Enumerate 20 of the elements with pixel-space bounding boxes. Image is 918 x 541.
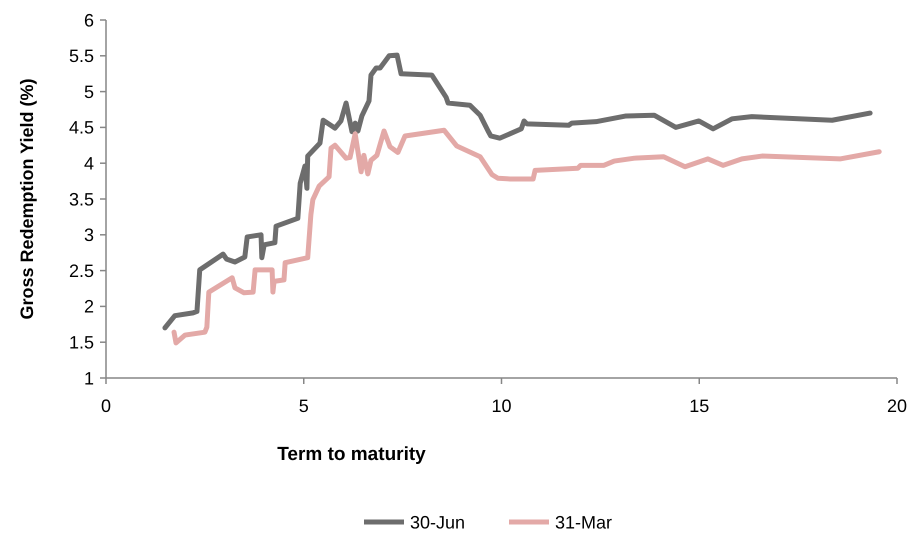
y-axis-title: Gross Redemption Yield (%) bbox=[17, 78, 37, 320]
x-tick-label: 0 bbox=[100, 396, 112, 416]
x-tick-label: 10 bbox=[491, 396, 512, 416]
x-tick-label: 15 bbox=[689, 396, 710, 416]
y-tick-label: 3 bbox=[84, 225, 94, 246]
y-tick-label: 5.5 bbox=[68, 46, 94, 66]
x-tick-label: 5 bbox=[298, 396, 309, 416]
y-tick-label: 4 bbox=[84, 154, 94, 174]
y-tick-label: 4.5 bbox=[68, 118, 94, 138]
y-tick-label: 2 bbox=[84, 296, 94, 317]
y-tick-label: 3.5 bbox=[68, 189, 94, 210]
y-tick-label: 2.5 bbox=[68, 260, 94, 281]
y-tick-label: 5 bbox=[84, 82, 94, 102]
y-tick-label: 6 bbox=[84, 10, 94, 30]
x-tick-label: 20 bbox=[886, 396, 908, 416]
legend-label: 30-Jun bbox=[410, 512, 466, 532]
y-tick-label: 1.5 bbox=[68, 332, 94, 352]
y-tick-label: 1 bbox=[84, 368, 94, 388]
legend-label: 31-Mar bbox=[555, 512, 612, 532]
x-axis-title: Term to maturity bbox=[277, 444, 426, 465]
